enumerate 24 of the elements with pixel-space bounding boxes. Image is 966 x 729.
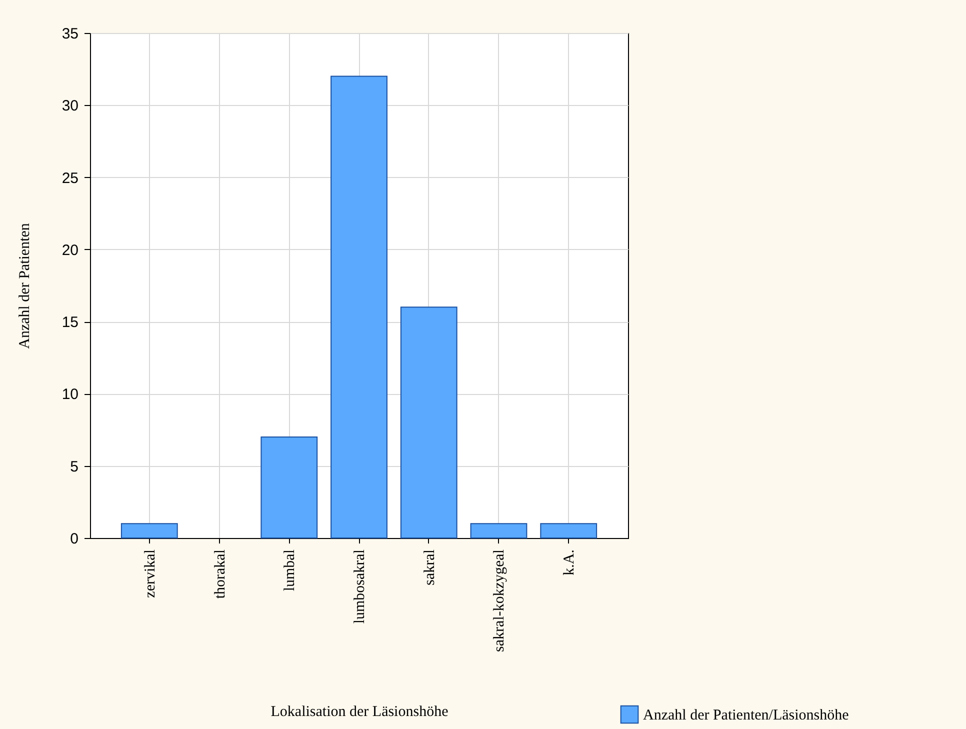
legend-label: Anzahl der Patienten/Läsionshöhe [643, 708, 850, 724]
x-tick-label: thorakal [212, 550, 228, 599]
bar [260, 436, 318, 538]
bar [120, 523, 178, 538]
bar [400, 306, 458, 538]
x-tick-label: lumbosakral [352, 550, 368, 624]
bar [540, 523, 598, 538]
y-tick-label: 25 [62, 170, 78, 187]
x-tick-label: zervikal [142, 550, 158, 598]
x-tick-label: sakral [422, 550, 438, 586]
bar [470, 523, 528, 538]
y-axis-title: Anzahl der Patienten [16, 222, 33, 349]
x-tick-label: sakral-kokzygeal [492, 550, 508, 652]
y-tick-label: 20 [62, 242, 78, 259]
y-tick-label: 10 [62, 386, 78, 404]
bar [330, 76, 388, 538]
y-tick-label: 0 [70, 530, 78, 548]
y-tick-label: 30 [62, 98, 78, 115]
x-axis-title: Lokalisation der Läsionshöhe [270, 704, 449, 720]
x-tick-label: k.A. [562, 550, 578, 576]
y-tick-label: 35 [62, 26, 78, 42]
y-tick-label: 5 [70, 458, 78, 476]
y-tick-label: 15 [62, 314, 78, 332]
x-tick-label: lumbal [282, 550, 298, 592]
